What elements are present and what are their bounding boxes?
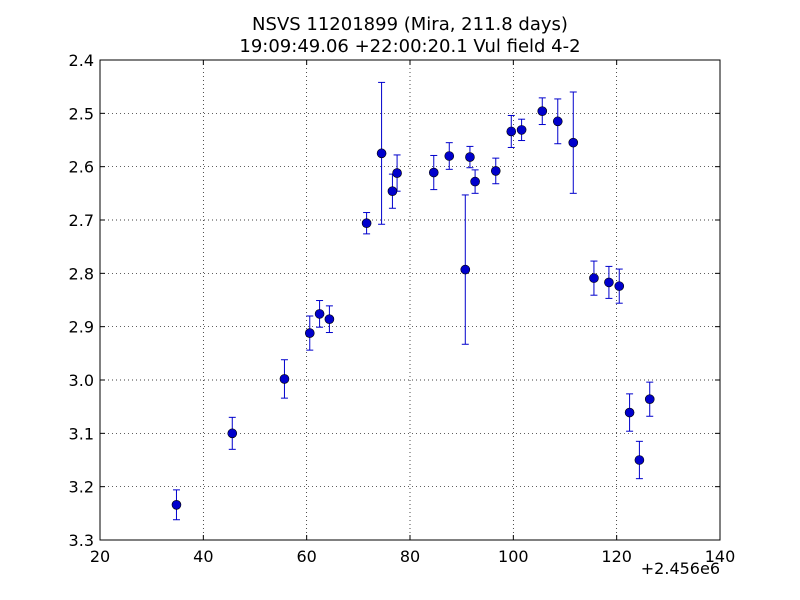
y-tick-label: 2.7 <box>69 211 94 230</box>
data-point <box>227 428 238 439</box>
x-tick-labels: 20 40 60 80 100 120 140 <box>90 547 735 566</box>
x-tick-label: 60 <box>296 547 316 566</box>
data-point <box>589 273 599 283</box>
data-point <box>387 186 398 196</box>
data-point <box>552 116 563 127</box>
x-tick-label: 100 <box>498 547 529 566</box>
y-tick-label: 2.5 <box>69 104 94 123</box>
x-offset-label: +2.456e6 <box>641 559 720 578</box>
y-tick-label: 3.3 <box>69 531 94 550</box>
y-tick-label: 3.0 <box>69 371 94 390</box>
y-tick-label: 2.9 <box>69 318 94 337</box>
data-point <box>604 277 614 288</box>
data-point <box>537 106 548 116</box>
data-points <box>171 106 655 510</box>
data-point <box>279 374 290 384</box>
data-point <box>568 137 579 148</box>
data-point <box>460 264 471 275</box>
data-point <box>376 148 387 159</box>
data-point <box>428 167 439 178</box>
data-point <box>634 455 645 465</box>
data-point <box>644 394 655 405</box>
y-tick-label: 2.8 <box>69 264 94 283</box>
x-tick-label: 120 <box>601 547 632 566</box>
data-point <box>304 328 315 338</box>
data-point <box>171 499 182 510</box>
grid-lines <box>100 60 720 540</box>
y-tick-label: 2.6 <box>69 158 94 177</box>
plot-frame <box>99 59 721 541</box>
data-point <box>314 309 325 319</box>
data-point <box>614 281 625 291</box>
x-tick-label: 80 <box>400 547 420 566</box>
x-tick-label: 140 <box>705 547 736 566</box>
data-point <box>324 314 335 325</box>
data-point <box>465 152 475 162</box>
y-tick-labels: 2.4 2.5 2.6 2.7 2.8 2.9 3.0 3.1 3.2 3.3 <box>69 51 94 550</box>
data-point <box>624 407 635 418</box>
y-tick-label: 3.2 <box>69 478 94 497</box>
chart-title: NSVS 11201899 (Mira, 211.8 days) <box>252 14 568 35</box>
data-point <box>470 176 480 187</box>
data-point <box>516 125 527 135</box>
chart-subtitle: 19:09:49.06 +22:00:20.1 Vul field 4-2 <box>239 36 580 57</box>
data-point <box>361 218 372 228</box>
data-point <box>392 168 402 178</box>
y-tick-label: 2.4 <box>69 51 94 70</box>
x-tick-label: 20 <box>90 547 110 566</box>
y-tick-label: 3.1 <box>69 424 94 443</box>
data-point <box>506 126 517 137</box>
error-bars <box>172 81 654 521</box>
x-tick-label: 40 <box>193 547 213 566</box>
data-point <box>444 151 455 161</box>
data-point <box>490 166 501 176</box>
